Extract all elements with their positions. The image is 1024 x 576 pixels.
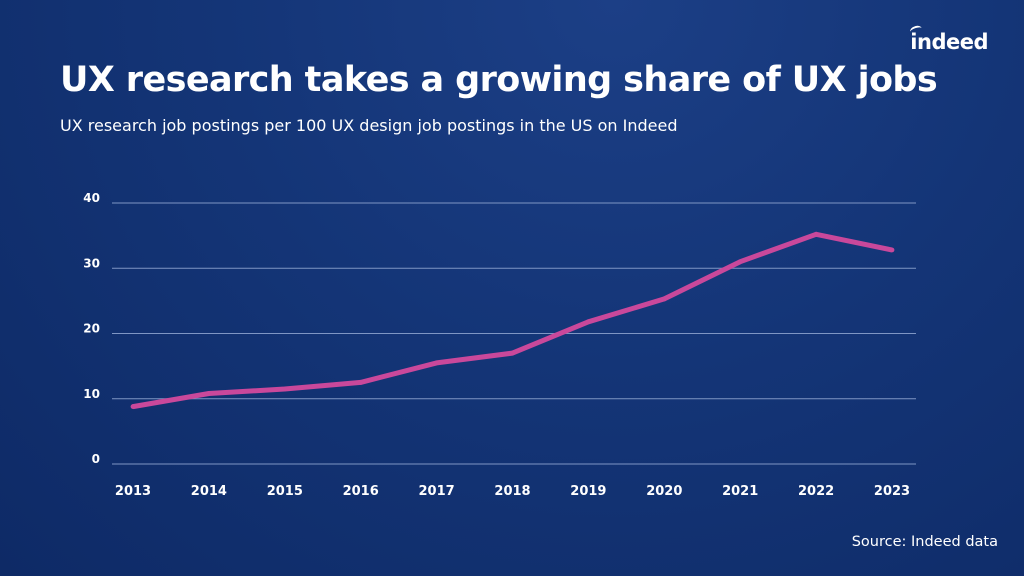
data-point-2018	[510, 350, 515, 356]
y-tick-label: 40	[83, 191, 100, 205]
source-note: Source: Indeed data	[851, 534, 998, 550]
data-point-2020	[661, 296, 667, 302]
data-point-2019	[586, 319, 591, 325]
x-tick-label: 2013	[115, 484, 151, 499]
x-tick-label: 2016	[343, 484, 379, 499]
data-point-2015	[282, 386, 288, 392]
x-tick-label: 2022	[798, 484, 834, 499]
data-point-2017	[434, 360, 439, 366]
data-point-2021	[737, 259, 743, 265]
data-point-2014	[206, 391, 212, 396]
x-tick-label: 2023	[874, 484, 910, 499]
x-tick-label: 2019	[570, 484, 606, 499]
x-tick-label: 2021	[722, 484, 758, 499]
x-axis-ticks: 2013 2014 2015 2016 2017 2018 2019 2020 2021 2022…	[115, 484, 910, 499]
x-tick-label: 2017	[419, 484, 455, 499]
chart-subtitle: UX research job postings per 100 UX desi…	[60, 116, 678, 135]
data-point-2016	[358, 380, 364, 385]
x-tick-label: 2015	[267, 484, 303, 499]
y-tick-label: 10	[83, 387, 100, 401]
indeed-logo: indeed	[909, 24, 988, 54]
y-tick-label: 20	[83, 322, 100, 336]
x-tick-label: 2014	[191, 484, 227, 499]
data-point-2013	[130, 404, 136, 409]
y-tick-label: 30	[83, 256, 100, 270]
data-point-2023	[889, 247, 895, 253]
chart-title: UX research takes a growing share of UX …	[60, 60, 938, 100]
logo-text: indeed	[910, 30, 988, 54]
grid-lines	[112, 202, 916, 465]
x-tick-label: 2020	[646, 484, 682, 499]
x-tick-label: 2018	[494, 484, 530, 499]
y-tick-label: 0	[92, 452, 100, 466]
series-layer	[130, 231, 895, 410]
data-point-2022	[813, 231, 819, 237]
y-axis-ticks: 0 10 20 30 40	[83, 191, 100, 466]
series-line	[132, 231, 893, 410]
